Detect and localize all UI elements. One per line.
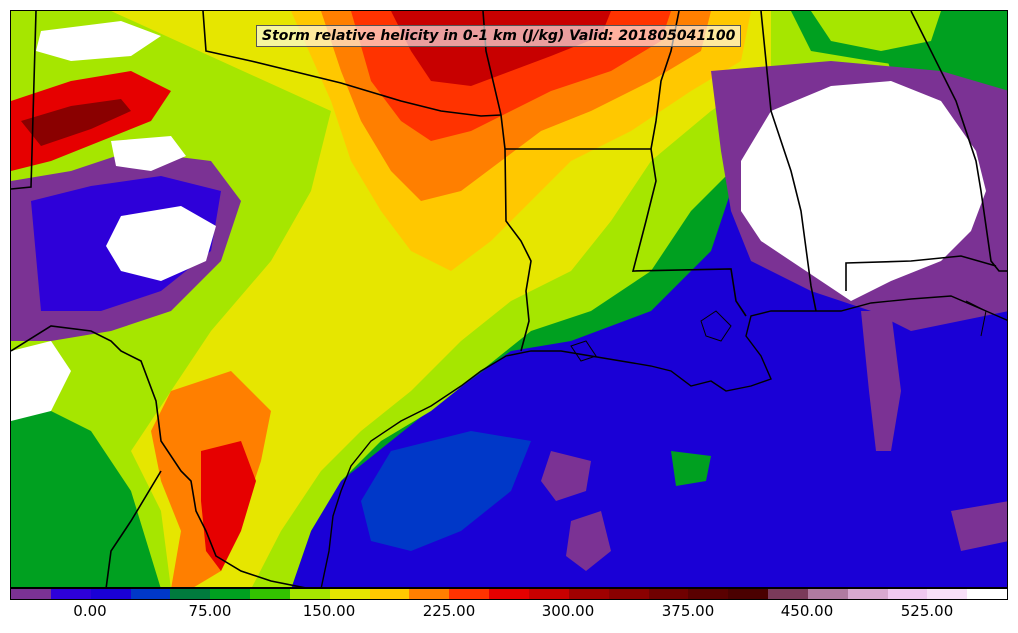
- bay-detail-a: [700, 310, 732, 342]
- field-east-white: [741, 81, 986, 301]
- colorbar-tick: 225.00: [422, 602, 476, 620]
- field-gulf-purple-c: [566, 511, 611, 571]
- colorbar-swatch: [449, 589, 490, 599]
- colorbar-swatch: [688, 589, 729, 599]
- border-nm-tx: [11, 11, 37, 190]
- colorbar-swatch: [130, 589, 171, 599]
- field-yellow: [111, 11, 771, 587]
- colorbar-swatch: [90, 589, 131, 599]
- field-west-white-a: [106, 206, 216, 281]
- map-title: Storm relative helicity in 0-1 km (J/kg)…: [256, 25, 742, 47]
- field-gulf-green: [671, 451, 711, 486]
- map-panel: Storm relative helicity in 0-1 km (J/kg)…: [10, 10, 1008, 588]
- colorbar: [10, 588, 1008, 600]
- colorbar-swatch: [289, 589, 330, 599]
- border-la-ms: [631, 148, 747, 317]
- coast-tx: [320, 350, 592, 587]
- border-mexico: [11, 325, 306, 587]
- field-west-darkred: [21, 99, 131, 146]
- coast-la: [590, 295, 1007, 392]
- colorbar-swatch: [50, 589, 91, 599]
- colorbar-swatch: [648, 589, 689, 599]
- coast-details: [570, 300, 987, 362]
- colorbar-swatch: [927, 589, 968, 599]
- field-gulf-purple-b: [541, 451, 591, 501]
- colorbar-swatch: [210, 589, 251, 599]
- field-sw-white: [11, 341, 71, 421]
- helicity-map: [11, 11, 1007, 587]
- border-tx-ok-north: [202, 11, 502, 117]
- colorbar-swatch: [847, 589, 888, 599]
- colorbar-swatch: [807, 589, 848, 599]
- colorbar-swatch: [170, 589, 211, 599]
- border-al-ga: [910, 11, 1007, 272]
- coastline: [320, 295, 1007, 587]
- field-gulf-teal: [361, 431, 531, 551]
- colorbar-swatch: [768, 589, 808, 599]
- field-gulf-purple-a: [861, 311, 901, 451]
- colorbar-swatch: [887, 589, 928, 599]
- colorbar-swatch: [329, 589, 370, 599]
- border-mexico-b: [105, 470, 162, 587]
- field-ne-yellowgreen: [811, 11, 941, 51]
- field-west-white-b: [111, 136, 186, 171]
- colorbar-swatch: [528, 589, 569, 599]
- colorbar-tick: 150.00: [302, 602, 356, 620]
- colorbar-tick: 450.00: [780, 602, 834, 620]
- border-fl-al: [845, 255, 997, 291]
- colorbar-swatch: [728, 589, 769, 599]
- colorbar-tick: 375.00: [661, 602, 715, 620]
- colorbar-ticks: 0.00 75.00 150.00 225.00 300.00 375.00 4…: [10, 602, 1008, 624]
- colorbar-tick: 525.00: [900, 602, 954, 620]
- colorbar-swatch: [11, 589, 51, 599]
- field-nw-white: [36, 21, 161, 61]
- colorbar-tick: 0.00: [73, 602, 107, 620]
- colorbar-swatch: [568, 589, 609, 599]
- colorbar-swatch: [608, 589, 649, 599]
- field-se-purple: [951, 501, 1007, 551]
- colorbar-tick: 300.00: [541, 602, 595, 620]
- colorbar-swatch: [409, 589, 450, 599]
- border-ms-al: [760, 11, 817, 312]
- bay-detail-b: [570, 340, 597, 362]
- colorbar-swatch: [489, 589, 529, 599]
- colorbar-swatch: [250, 589, 290, 599]
- colorbar-swatch: [369, 589, 410, 599]
- bay-detail-c: [965, 300, 987, 337]
- colorbar-swatch: [967, 589, 1008, 599]
- colorbar-tick: 75.00: [188, 602, 232, 620]
- field-stx-red: [201, 441, 256, 571]
- border-tx-la: [504, 148, 532, 352]
